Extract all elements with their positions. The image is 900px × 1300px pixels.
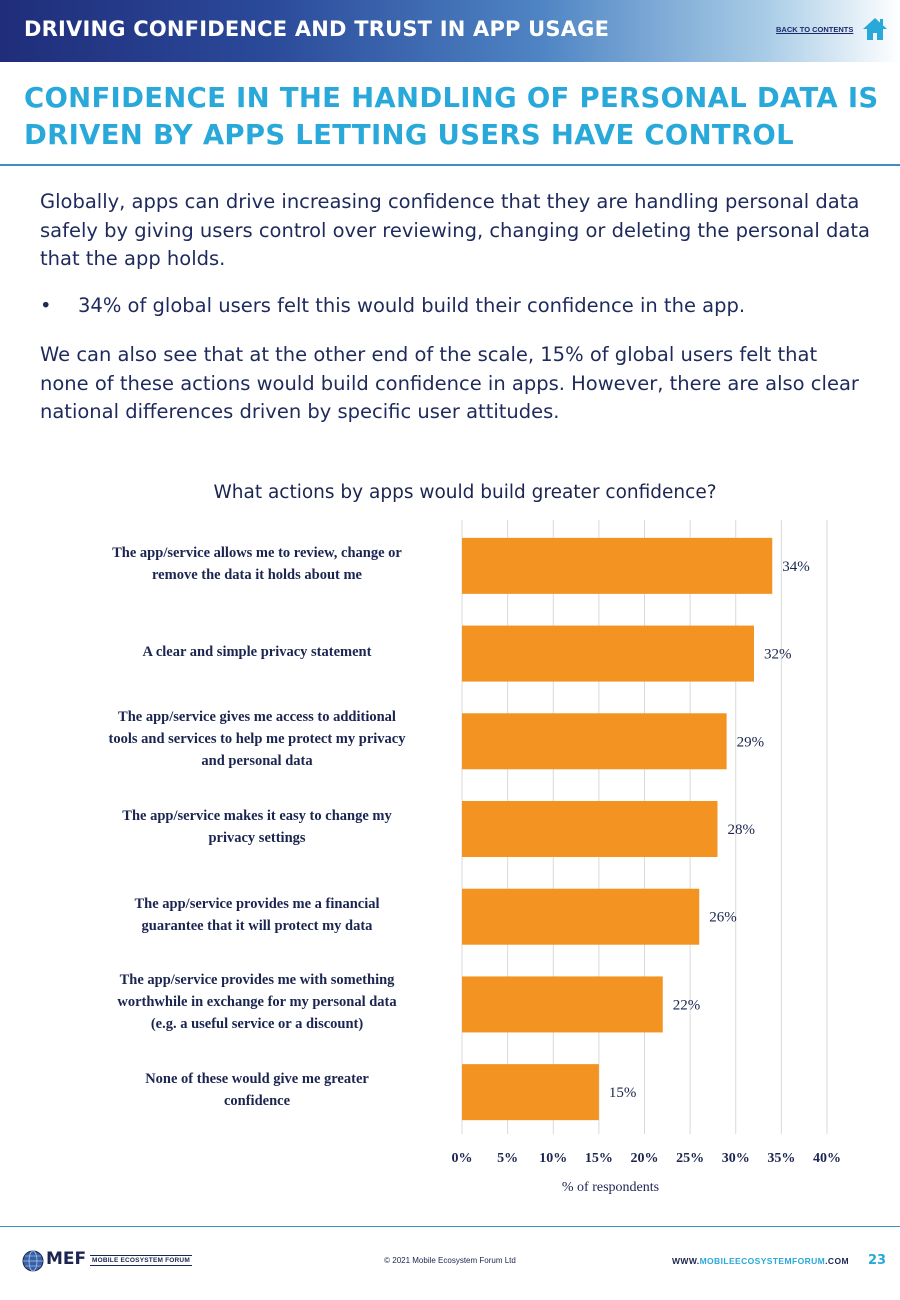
category-label-line: The app/service provides me with somethi… <box>119 972 395 989</box>
category-label-line: privacy settings <box>208 830 306 846</box>
globe-icon <box>22 1250 44 1272</box>
category-label-line: worthwhile in exchange for my personal d… <box>117 994 397 1011</box>
page-number: 23 <box>868 1253 887 1268</box>
copyright: © 2021 Mobile Ecosystem Forum Ltd <box>384 1256 516 1265</box>
category-label-line: guarantee that it will protect my data <box>141 917 373 934</box>
intro-paragraph: Globally, apps can drive increasing conf… <box>40 190 870 270</box>
bar <box>462 976 663 1033</box>
category-label-line: tools and services to help me protect my… <box>108 731 406 748</box>
x-tick-label: 25% <box>676 1151 704 1166</box>
bar <box>462 713 727 770</box>
bar <box>462 888 700 945</box>
data-label: 28% <box>728 822 756 838</box>
category-label-line: (e.g. a useful service or a discount) <box>150 1016 364 1033</box>
data-label: 22% <box>673 997 701 1013</box>
bar <box>462 537 773 594</box>
x-tick-label: 15% <box>585 1151 613 1166</box>
category-label: The app/service allows me to review, cha… <box>62 542 452 586</box>
category-label: The app/service provides me a financial g… <box>62 893 452 937</box>
header-bar: DRIVING CONFIDENCE AND TRUST IN APP USAG… <box>0 0 900 62</box>
mef-logo: MEF MOBILE ECOSYSTEM FORUM <box>22 1249 192 1274</box>
x-tick-label: 40% <box>813 1151 841 1166</box>
data-label: 32% <box>764 647 792 663</box>
bullet-text: 34% of global users felt this would buil… <box>78 294 746 317</box>
x-axis-label: % of respondents <box>562 1180 659 1195</box>
data-label: 34% <box>782 559 810 575</box>
bullet-marker: • <box>40 294 52 317</box>
category-label: A clear and simple privacy statement <box>62 641 452 663</box>
data-label: 29% <box>737 734 765 750</box>
x-tick-label: 30% <box>722 1151 750 1166</box>
logo-text: MEF <box>46 1249 87 1269</box>
x-tick-label: 5% <box>497 1151 518 1166</box>
bar-chart: 0% 5% 10% 15% 20% 25% 30% 35% 40% % of respondent… <box>452 520 841 1195</box>
back-to-contents-link[interactable]: BACK TO CONTENTS <box>776 25 854 34</box>
logo-subtext: MOBILE ECOSYSTEM FORUM <box>90 1255 192 1266</box>
data-label: 26% <box>709 910 737 926</box>
title-divider <box>0 164 900 166</box>
category-label-line: The app/service allows me to review, cha… <box>112 544 402 561</box>
category-label-line: confidence <box>223 1093 291 1110</box>
section-title-line-1: CONFIDENCE IN THE HANDLING OF PERSONAL D… <box>24 82 879 114</box>
section-title: CONFIDENCE IN THE HANDLING OF PERSONAL D… <box>24 80 884 154</box>
footer-divider <box>0 1226 900 1227</box>
category-label-line: The app/service provides me a financial <box>134 895 380 912</box>
chart-title: What actions by apps would build greater… <box>213 482 717 503</box>
bar <box>462 625 754 682</box>
bar <box>462 1064 599 1121</box>
section-title-line-2: DRIVEN BY APPS LETTING USERS HAVE CONTRO… <box>24 119 794 151</box>
website-link[interactable]: WWW.MOBILEECOSYSTEMFORUM.COM <box>672 1256 849 1266</box>
second-paragraph: We can also see that at the other end of… <box>40 343 859 423</box>
home-icon[interactable] <box>862 16 888 42</box>
category-label: The app/service provides me with somethi… <box>62 969 452 1035</box>
category-label: The app/service gives me access to addit… <box>62 706 452 772</box>
category-label-line: The app/service gives me access to addit… <box>118 709 396 726</box>
category-label-line: The app/service makes it easy to change … <box>122 808 392 824</box>
x-tick-label: 10% <box>539 1151 567 1166</box>
header-title: DRIVING CONFIDENCE AND TRUST IN APP USAG… <box>24 17 610 41</box>
category-label: The app/service makes it easy to change … <box>62 805 452 849</box>
data-label: 15% <box>609 1085 637 1101</box>
category-label-line: A clear and simple privacy statement <box>142 643 372 660</box>
x-tick-label: 35% <box>767 1151 795 1166</box>
category-label-line: None of these would give me greater <box>145 1071 369 1088</box>
x-tick-label: 0% <box>452 1151 473 1166</box>
category-label-line: remove the data it holds about me <box>152 566 362 583</box>
category-label-line: and personal data <box>201 753 313 770</box>
x-tick-label: 20% <box>631 1151 659 1166</box>
bar <box>462 801 718 857</box>
category-label: None of these would give me greater confi… <box>62 1068 452 1112</box>
